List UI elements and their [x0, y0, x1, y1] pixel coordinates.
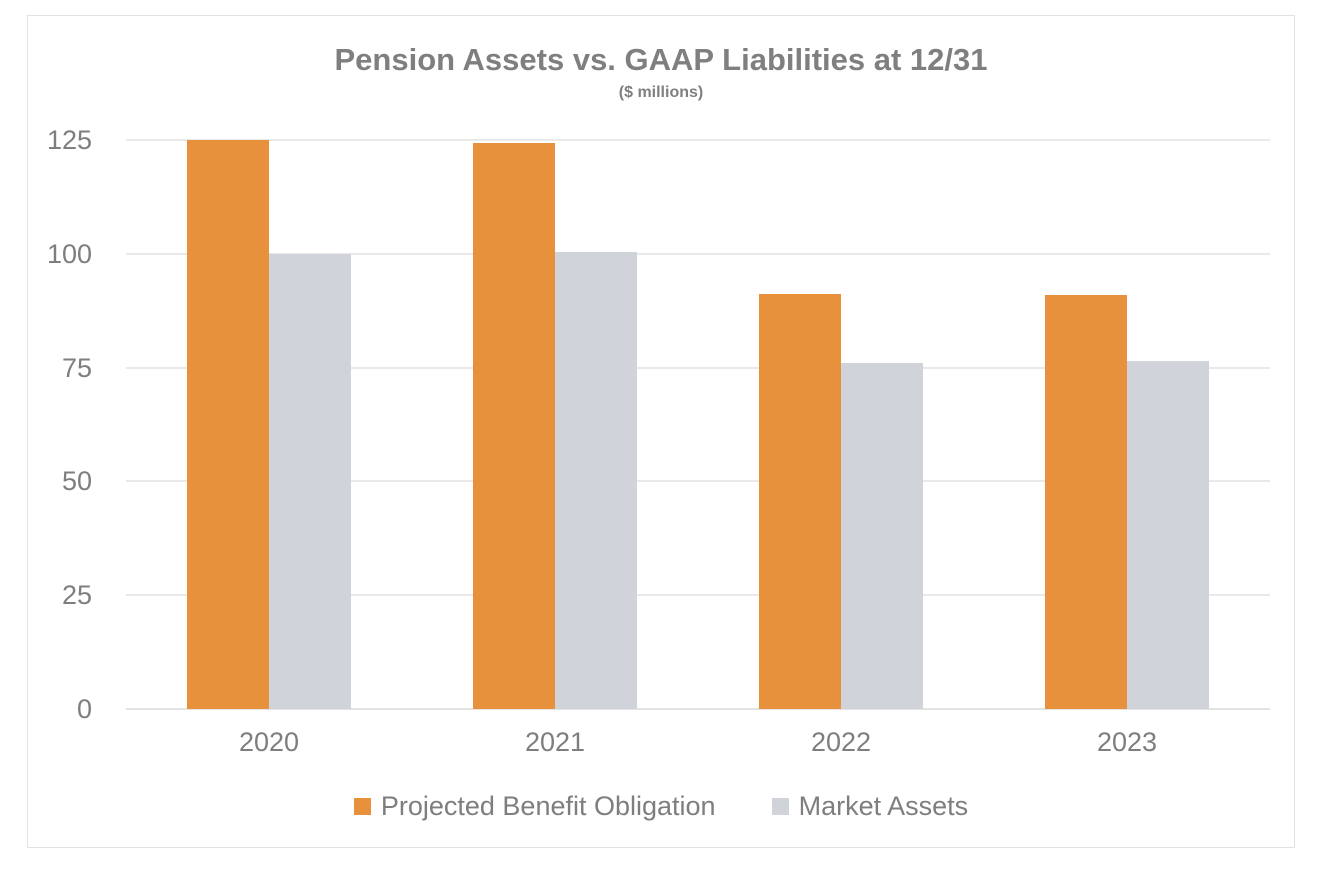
bar-market-assets-2021 — [555, 251, 637, 709]
chart-subtitle: ($ millions) — [618, 84, 704, 101]
x-label-2023: 2023 — [1096, 727, 1158, 757]
y-tick-label-0: 0 — [76, 694, 92, 724]
gridline-100 — [126, 252, 1270, 255]
legend-item-market-assets: Market Assets — [771, 791, 969, 821]
y-tick-label-50: 50 — [61, 466, 92, 497]
y-tick-label-100: 100 — [46, 238, 92, 269]
gridline-75 — [126, 366, 1270, 369]
x-label-2021: 2021 — [524, 727, 586, 757]
bar-projected-benefit-obligation-2023 — [1045, 295, 1127, 709]
y-tick-label-75: 75 — [61, 352, 92, 383]
legend-label-projected-benefit-obligation: Projected Benefit Obligation — [380, 791, 716, 821]
legend-item-projected-benefit-obligation: Projected Benefit Obligation — [353, 791, 716, 821]
legend-label-market-assets: Market Assets — [798, 791, 969, 821]
legend-swatch-market-assets — [771, 797, 789, 815]
gridline-25 — [126, 594, 1270, 597]
x-label-2022: 2022 — [810, 727, 872, 757]
plot-area — [126, 139, 1270, 710]
gridline-50 — [126, 480, 1270, 483]
y-tick-label-125: 125 — [46, 125, 92, 155]
gridline-0 — [126, 708, 1270, 710]
bar-projected-benefit-obligation-2022 — [759, 294, 841, 709]
legend-swatch-projected-benefit-obligation — [353, 797, 371, 815]
chart-title: Pension Assets vs. GAAP Liabilities at 1… — [334, 42, 988, 77]
bar-market-assets-2020 — [269, 253, 351, 709]
gridline-125 — [126, 139, 1270, 141]
bar-market-assets-2022 — [841, 363, 923, 709]
y-tick-label-25: 25 — [61, 580, 92, 611]
bar-projected-benefit-obligation-2021 — [473, 142, 555, 709]
bar-projected-benefit-obligation-2020 — [187, 140, 269, 709]
legend: Projected Benefit Obligation Market Asset… — [27, 791, 1295, 821]
bar-market-assets-2023 — [1127, 360, 1209, 709]
x-label-2020: 2020 — [238, 727, 300, 757]
